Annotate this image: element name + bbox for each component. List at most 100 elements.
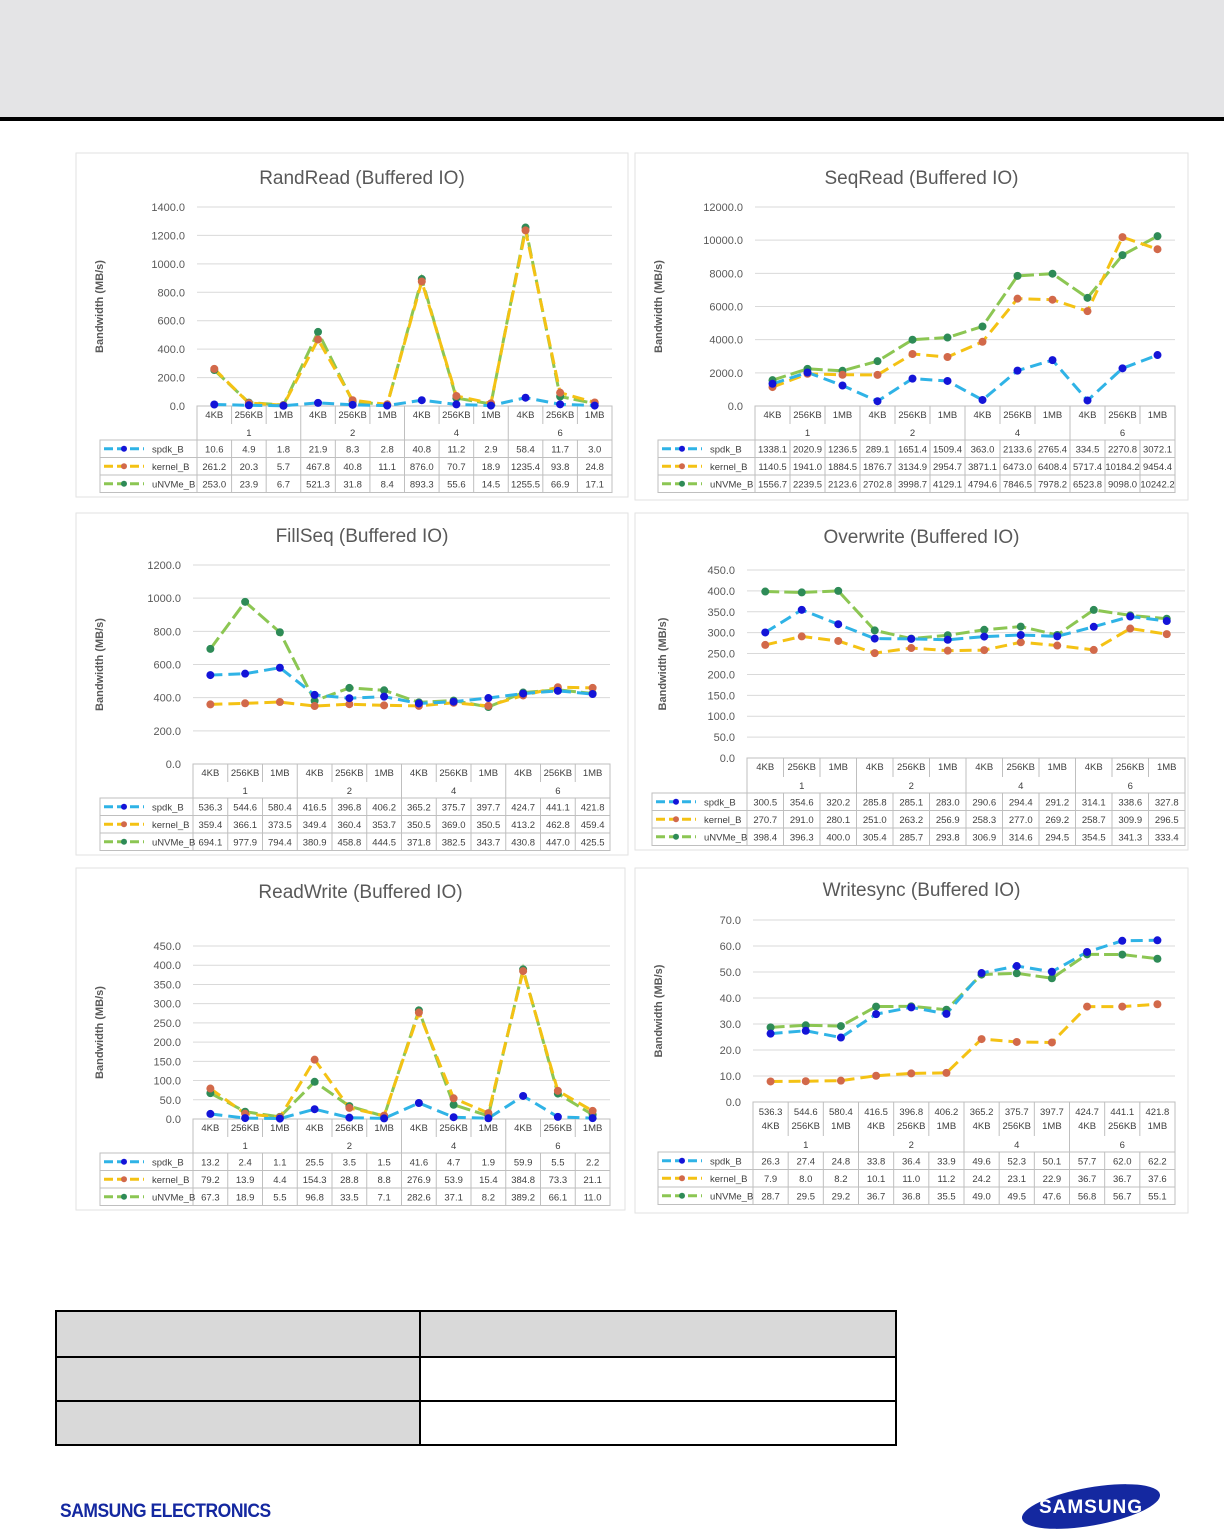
data-point-kernel_B — [872, 1071, 881, 1080]
data-point-spdk_B — [978, 395, 987, 404]
data-point-uNVMe_B — [766, 1023, 775, 1032]
y-tick-label: 1000.0 — [151, 259, 185, 271]
data-label: 258.3 — [972, 815, 996, 826]
y-tick-label: 1200.0 — [151, 230, 185, 242]
data-label: 1876.7 — [863, 462, 892, 473]
data-point-kernel_B — [345, 1103, 354, 1112]
data-point-kernel_B — [1089, 645, 1098, 654]
data-label: 369.0 — [442, 820, 466, 831]
data-label: 467.8 — [306, 462, 330, 473]
data-label: 55.6 — [447, 479, 466, 490]
data-label: 256.9 — [936, 815, 960, 826]
data-label: 5717.4 — [1073, 462, 1102, 473]
data-label: 536.3 — [198, 802, 222, 813]
x-category-label: 4KB — [201, 768, 219, 779]
data-point-uNVMe_B — [872, 1002, 881, 1011]
x-category-label: 1MB — [1043, 410, 1063, 421]
data-label: 382.5 — [442, 837, 466, 848]
data-label: 62.0 — [1113, 1156, 1132, 1167]
data-label: 1235.4 — [511, 462, 540, 473]
data-point-kernel_B — [1083, 1002, 1092, 1011]
x-category-label: 1MB — [274, 410, 294, 421]
extra-header-value: 406.2 — [935, 1107, 959, 1118]
y-tick-label: 350.0 — [153, 979, 181, 991]
y-tick-label: 10.0 — [720, 1071, 741, 1083]
x-category-label: 4KB — [975, 762, 993, 773]
data-point-kernel_B — [1047, 1038, 1056, 1047]
extra-header-value: 365.2 — [970, 1107, 994, 1118]
data-label: 52.3 — [1008, 1156, 1027, 1167]
data-label: 11.2 — [938, 1174, 956, 1185]
data-point-uNVMe_B — [380, 686, 389, 695]
data-label: 366.1 — [233, 820, 257, 831]
data-point-uNVMe_B — [206, 644, 215, 653]
y-tick-label: 20.0 — [720, 1045, 741, 1057]
extra-header-value: 416.5 — [864, 1107, 888, 1118]
data-point-uNVMe_B — [834, 586, 843, 595]
data-point-spdk_B — [383, 401, 392, 410]
x-category-label: 1MB — [270, 1123, 290, 1134]
data-label: 2.8 — [381, 444, 394, 455]
data-point-spdk_B — [1153, 936, 1162, 945]
x-group-label: 1 — [805, 428, 810, 439]
table-body-frame — [657, 1151, 1176, 1205]
chart-title: Overwrite (Buffered IO) — [823, 527, 1019, 548]
data-label: 5.7 — [277, 462, 290, 473]
data-label: 13.9 — [236, 1175, 255, 1186]
y-tick-label: 12000.0 — [703, 202, 743, 214]
data-point-uNVMe_B — [1048, 269, 1057, 278]
data-label: 977.9 — [233, 837, 257, 848]
data-point-kernel_B — [556, 388, 565, 397]
data-point-kernel_B — [345, 700, 354, 709]
y-tick-label: 70.0 — [720, 915, 741, 927]
y-tick-label: 450.0 — [707, 565, 735, 577]
chart-title: Writesync (Buffered IO) — [823, 880, 1021, 901]
data-label: 291.0 — [790, 815, 814, 826]
data-point-spdk_B — [519, 1091, 528, 1100]
extra-header-value: 397.7 — [1040, 1107, 1064, 1118]
data-label: 49.5 — [1008, 1191, 1027, 1202]
data-label: 283.0 — [936, 797, 960, 808]
x-group-label: 6 — [557, 428, 562, 439]
data-label: 396.8 — [337, 802, 361, 813]
data-label: 263.2 — [899, 815, 923, 826]
samsung-logo: SAMSUNG — [1021, 1484, 1161, 1529]
data-label: 6473.0 — [1003, 462, 1032, 473]
header-band — [0, 0, 1224, 117]
data-label: 2954.7 — [933, 462, 962, 473]
data-point-uNVMe_B — [241, 597, 250, 606]
data-point-kernel_B — [907, 644, 916, 653]
data-point-spdk_B — [980, 632, 989, 641]
legend-marker-kernel_B — [673, 816, 679, 823]
x-category-label: 4KB — [205, 410, 223, 421]
data-label: 397.7 — [476, 802, 500, 813]
legend-marker-spdk_B — [679, 445, 685, 452]
legend-label: spdk_B — [704, 797, 736, 808]
chart-title: FillSeq (Buffered IO) — [276, 526, 449, 547]
data-label: 10.6 — [205, 444, 224, 455]
x-category-label: 256KB — [439, 1123, 468, 1134]
legend-marker-spdk_B — [121, 803, 127, 810]
blank-table-row — [55, 1400, 897, 1446]
data-label: 35.5 — [937, 1191, 956, 1202]
data-point-spdk_B — [1126, 612, 1135, 621]
legend-label: uNVMe_B — [704, 832, 747, 843]
data-point-kernel_B — [449, 1094, 458, 1103]
legend-label: kernel_B — [710, 1174, 748, 1185]
x-category-label: 4KB — [1085, 762, 1103, 773]
data-label: 353.7 — [372, 820, 396, 831]
series-line-spdk_B — [764, 608, 1167, 642]
data-label: 291.2 — [1045, 797, 1069, 808]
data-label: 36.7 — [1113, 1174, 1132, 1185]
x-category-label: 1MB — [585, 410, 605, 421]
series-line-spdk_B — [210, 666, 593, 705]
data-label: 3.5 — [343, 1157, 356, 1168]
x-category-label: 1MB — [1148, 1121, 1168, 1132]
x-group-label: 4 — [451, 1141, 456, 1152]
data-label: 7.9 — [764, 1174, 777, 1185]
data-point-uNVMe_B — [1013, 271, 1022, 280]
data-label: 24.2 — [972, 1174, 991, 1185]
y-tick-label: 1400.0 — [151, 202, 185, 214]
data-label: 3871.1 — [968, 462, 997, 473]
data-label: 96.8 — [305, 1192, 324, 1203]
